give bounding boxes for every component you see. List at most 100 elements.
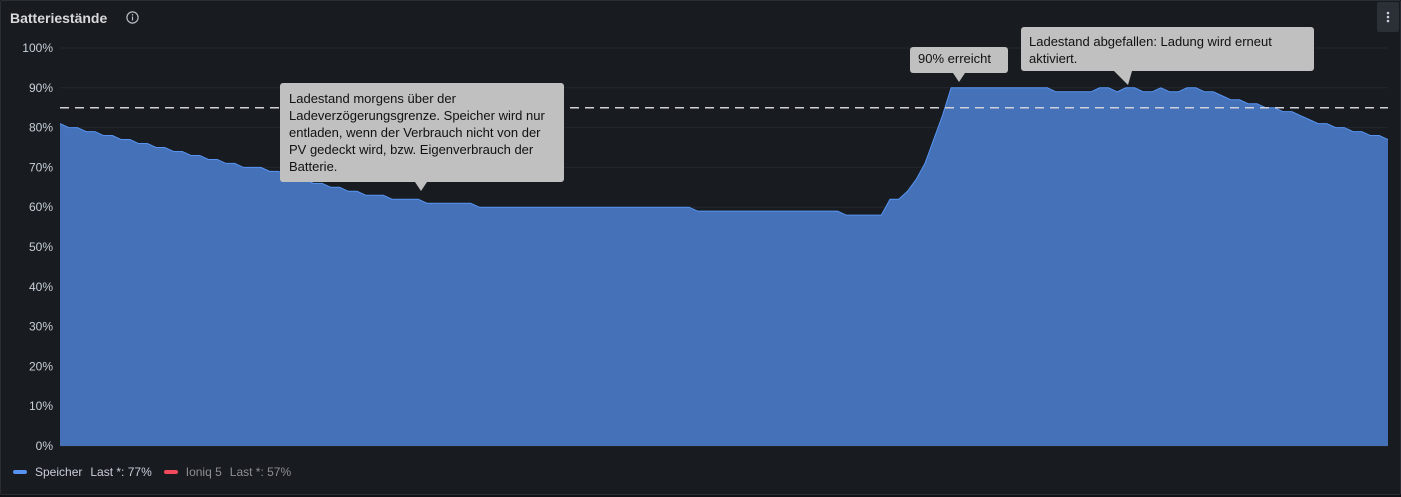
annotation-pointer <box>1114 71 1132 85</box>
data-point <box>1012 87 1013 88</box>
data-point <box>365 195 366 196</box>
data-point <box>208 159 209 160</box>
data-point <box>1221 95 1222 96</box>
data-point <box>1099 87 1100 88</box>
data-point <box>260 167 261 168</box>
data-point <box>907 191 908 192</box>
series-area-speicher <box>60 87 1388 447</box>
data-point <box>994 87 995 88</box>
data-point <box>916 179 917 180</box>
data-point <box>1213 91 1214 92</box>
data-point <box>1108 87 1109 88</box>
data-point <box>706 211 707 212</box>
data-point <box>1064 91 1065 92</box>
data-point <box>767 211 768 212</box>
data-point <box>1029 87 1030 88</box>
data-point <box>1387 139 1388 140</box>
data-point <box>802 211 803 212</box>
data-point <box>688 207 689 208</box>
series-layer <box>59 87 1389 447</box>
data-point <box>391 199 392 200</box>
data-point <box>339 187 340 188</box>
kebab-menu-icon[interactable] <box>1377 2 1399 32</box>
data-point <box>164 147 165 148</box>
legend-item-speicher[interactable]: Speicher Last *: 77% <box>13 465 152 479</box>
data-point <box>846 215 847 216</box>
data-point <box>225 163 226 164</box>
data-point <box>278 171 279 172</box>
data-point <box>741 211 742 212</box>
data-point <box>715 211 716 212</box>
data-point <box>793 211 794 212</box>
data-point <box>1300 115 1301 116</box>
data-point <box>1283 111 1284 112</box>
data-point <box>959 87 960 88</box>
data-point <box>557 207 558 208</box>
data-point <box>601 207 602 208</box>
data-point <box>1344 127 1345 128</box>
data-point <box>671 207 672 208</box>
data-point <box>68 127 69 128</box>
data-point <box>619 207 620 208</box>
data-point <box>322 183 323 184</box>
data-point <box>103 135 104 136</box>
data-point <box>1352 131 1353 132</box>
data-point <box>173 151 174 152</box>
panel-title: Batteriestände <box>10 10 108 26</box>
data-point <box>269 171 270 172</box>
y-tick-label: 30% <box>29 320 53 334</box>
data-point <box>1361 131 1362 132</box>
data-point <box>645 207 646 208</box>
annotation-tooltip-90: 90% erreicht <box>910 47 1008 82</box>
data-point <box>461 203 462 204</box>
data-point <box>147 143 148 144</box>
data-point <box>837 211 838 212</box>
data-point <box>1274 107 1275 108</box>
data-point <box>1204 91 1205 92</box>
legend-label: Speicher <box>35 465 83 479</box>
data-point <box>933 139 934 140</box>
data-point <box>924 163 925 164</box>
y-tick-label: 50% <box>29 240 53 254</box>
data-point <box>1073 91 1074 92</box>
data-point <box>1038 87 1039 88</box>
data-point <box>383 195 384 196</box>
data-point <box>1318 123 1319 124</box>
data-point <box>1256 103 1257 104</box>
data-point <box>400 199 401 200</box>
data-point <box>1047 87 1048 88</box>
y-tick-label: 70% <box>29 160 53 174</box>
annotation-pointer <box>953 73 965 82</box>
data-point <box>444 203 445 204</box>
data-point <box>1239 99 1240 100</box>
data-point <box>1143 91 1144 92</box>
data-point <box>199 155 200 156</box>
data-point <box>863 215 864 216</box>
data-point <box>575 207 576 208</box>
data-point <box>1160 87 1161 88</box>
data-point <box>968 87 969 88</box>
data-point <box>453 203 454 204</box>
legend-item-ioniq-5[interactable]: Ioniq 5 Last *: 57% <box>163 465 292 479</box>
data-point <box>872 215 873 216</box>
data-point <box>496 207 497 208</box>
data-point <box>654 207 655 208</box>
legend-stat: Last *: 57% <box>229 465 292 479</box>
data-point <box>488 207 489 208</box>
info-circle-icon[interactable] <box>126 11 139 24</box>
data-point <box>1230 99 1231 100</box>
data-point <box>636 207 637 208</box>
y-tick-label: 100% <box>22 41 53 55</box>
data-point <box>986 87 987 88</box>
y-tick-label: 40% <box>29 280 53 294</box>
data-point <box>1309 119 1310 120</box>
data-point <box>252 167 253 168</box>
data-point <box>811 211 812 212</box>
y-tick-label: 0% <box>36 439 54 453</box>
data-point <box>732 211 733 212</box>
data-point <box>418 199 419 200</box>
data-point <box>435 203 436 204</box>
data-point <box>426 203 427 204</box>
data-point <box>138 143 139 144</box>
legend-swatch <box>163 470 178 474</box>
